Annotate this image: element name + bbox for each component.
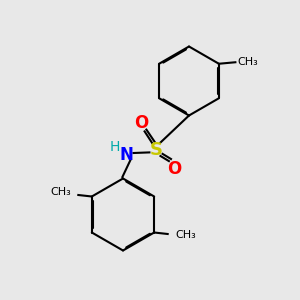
Text: CH₃: CH₃: [175, 230, 196, 241]
Text: O: O: [167, 160, 181, 178]
Text: N: N: [119, 146, 133, 164]
Text: H: H: [110, 140, 120, 154]
Text: S: S: [149, 141, 163, 159]
Text: CH₃: CH₃: [50, 187, 71, 197]
Text: O: O: [134, 114, 148, 132]
Text: CH₃: CH₃: [237, 57, 258, 67]
